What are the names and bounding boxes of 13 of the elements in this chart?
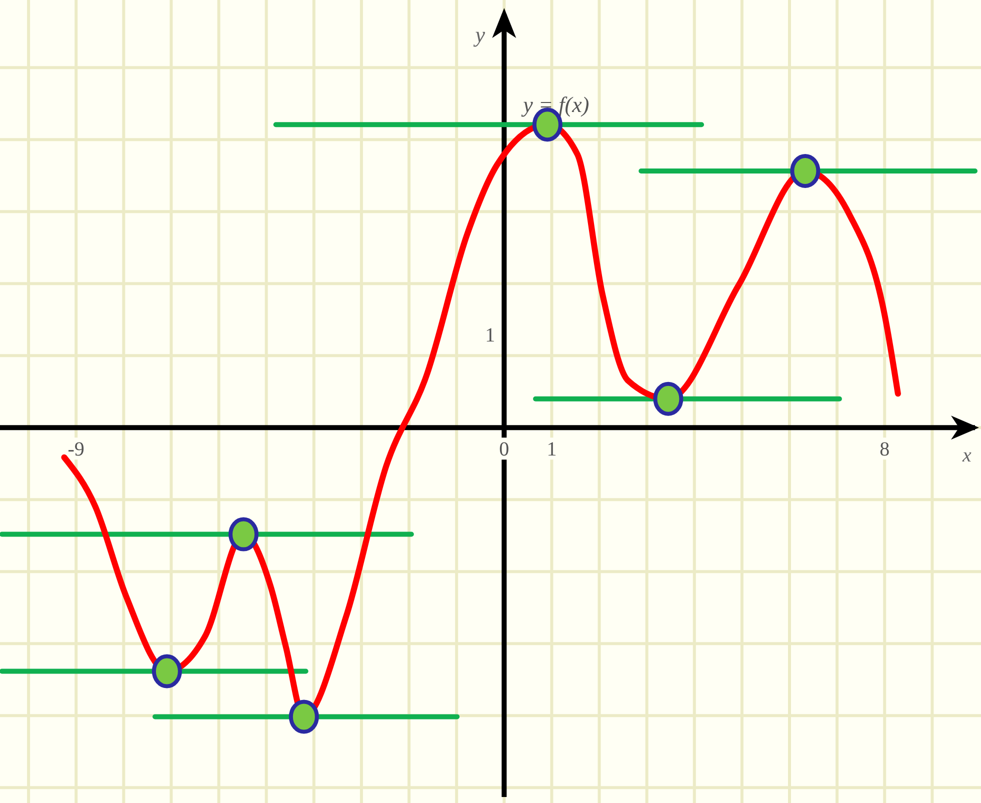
x-tick-label: 1 (546, 438, 557, 461)
annotation: 1 (485, 324, 496, 347)
point (152, 654, 182, 688)
x-axis-title: x (962, 444, 972, 467)
text: y = f(x) (521, 92, 590, 117)
point (228, 517, 259, 552)
x-tick-label: -9 (68, 438, 84, 461)
x-tick-label: 8 (880, 438, 890, 461)
point (790, 154, 820, 188)
x-tick-label: 0 (499, 438, 510, 461)
point (653, 382, 684, 416)
y-axis-title: y (473, 22, 486, 47)
point (288, 700, 319, 734)
